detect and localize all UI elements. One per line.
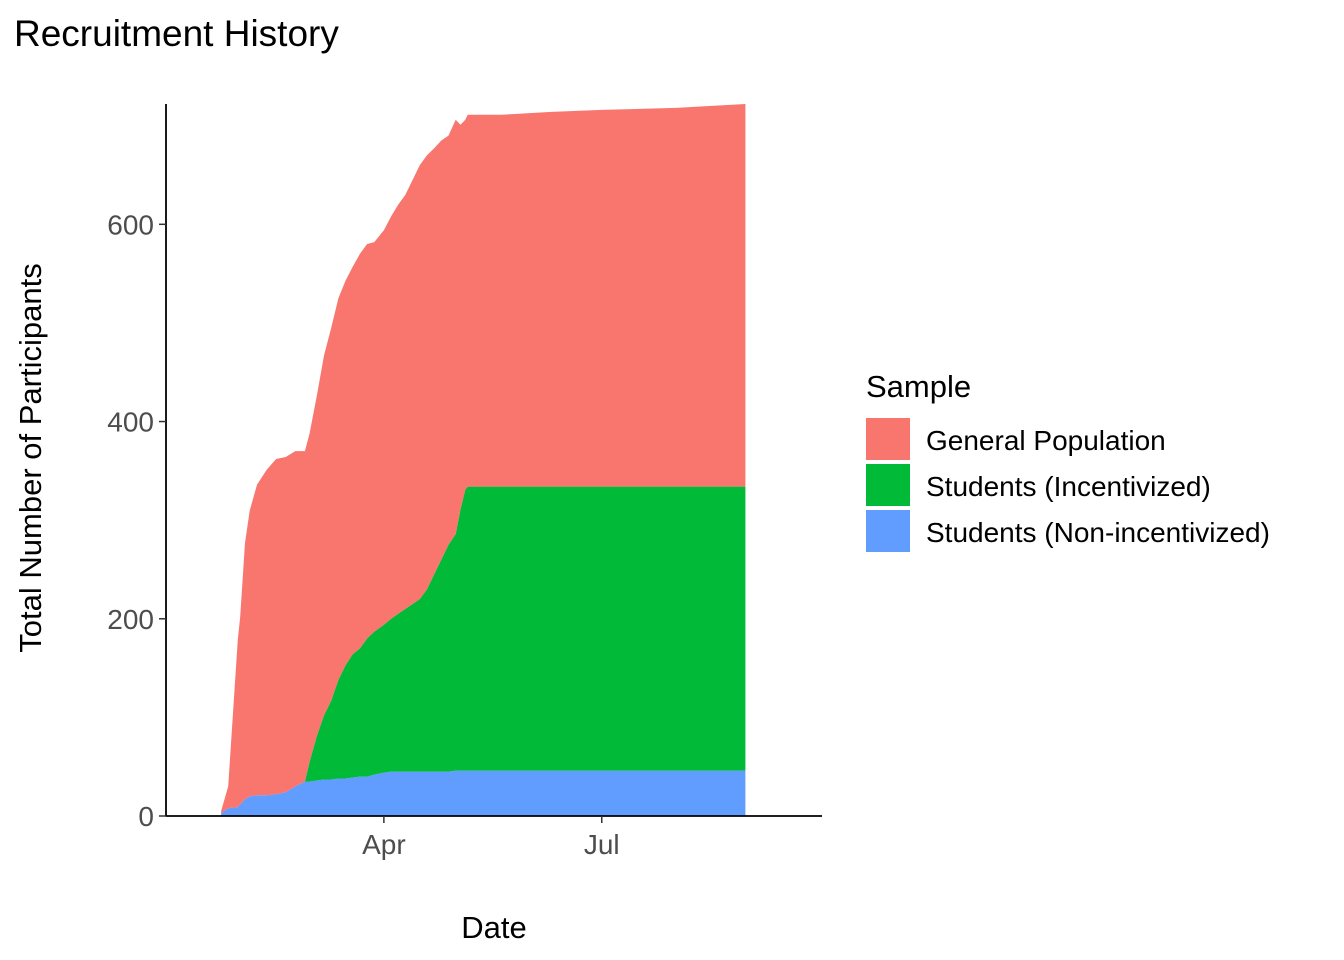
y-tick-layer: 0 200 400 600 [107,209,166,832]
legend-swatch [866,510,910,552]
legend: General Population Students (Incentivized… [866,418,1270,552]
legend-title: Sample [866,369,971,404]
area-layer [221,104,746,816]
legend-label: Students (Non-incentivized) [926,517,1270,548]
y-tick-label: 600 [107,209,154,240]
area-students-non-incentivized [221,770,746,816]
legend-label: Students (Incentivized) [926,471,1211,502]
y-tick-label: 400 [107,407,154,438]
chart-title: Recruitment History [14,13,339,54]
y-tick-label: 0 [138,801,154,832]
area-students-incentivized [221,486,746,813]
x-tick-layer: Apr Jul [362,816,620,860]
x-tick-label: Apr [362,829,406,860]
legend-swatch [866,418,910,460]
legend-swatch [866,464,910,506]
x-axis-title: Date [461,910,526,945]
legend-label: General Population [926,425,1166,456]
x-tick-label: Jul [584,829,620,860]
area-general-population [221,104,746,813]
y-axis-title: Total Number of Participants [13,263,48,652]
y-tick-label: 200 [107,604,154,635]
